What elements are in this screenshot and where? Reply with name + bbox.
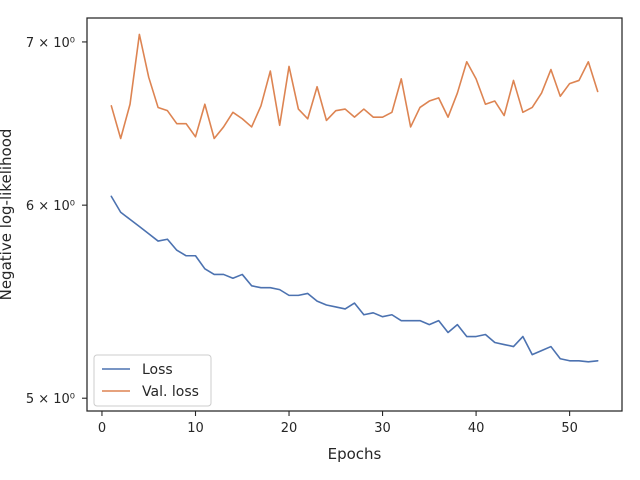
y-tick-label: 6 × 10⁰: [26, 199, 75, 214]
series-layer: [110, 33, 599, 363]
x-tick-label: 0: [98, 421, 106, 436]
legend: Loss Val. loss: [93, 354, 212, 407]
y-axis-label: Negative log-likelihood: [0, 129, 15, 301]
legend-box: [93, 354, 212, 407]
x-tick-label: 40: [468, 421, 485, 436]
series-line-val-loss: [110, 33, 599, 140]
legend-entry-label: Loss: [142, 362, 173, 378]
legend-entry-label: Val. loss: [142, 384, 199, 400]
x-axis-ticks: 0 10 20 30 40 50: [98, 411, 578, 436]
x-axis-label: Epochs: [328, 445, 382, 463]
series-line-loss: [110, 195, 599, 363]
x-tick-label: 20: [281, 421, 298, 436]
y-axis-ticks: 5 × 10⁰ 6 × 10⁰ 7 × 10⁰: [26, 36, 87, 407]
x-tick-label: 10: [187, 421, 204, 436]
x-tick-label: 30: [374, 421, 391, 436]
y-tick-label: 7 × 10⁰: [26, 36, 75, 51]
x-tick-label: 50: [561, 421, 578, 436]
axes-frame: [86, 17, 623, 412]
y-tick-label: 5 × 10⁰: [26, 392, 75, 407]
